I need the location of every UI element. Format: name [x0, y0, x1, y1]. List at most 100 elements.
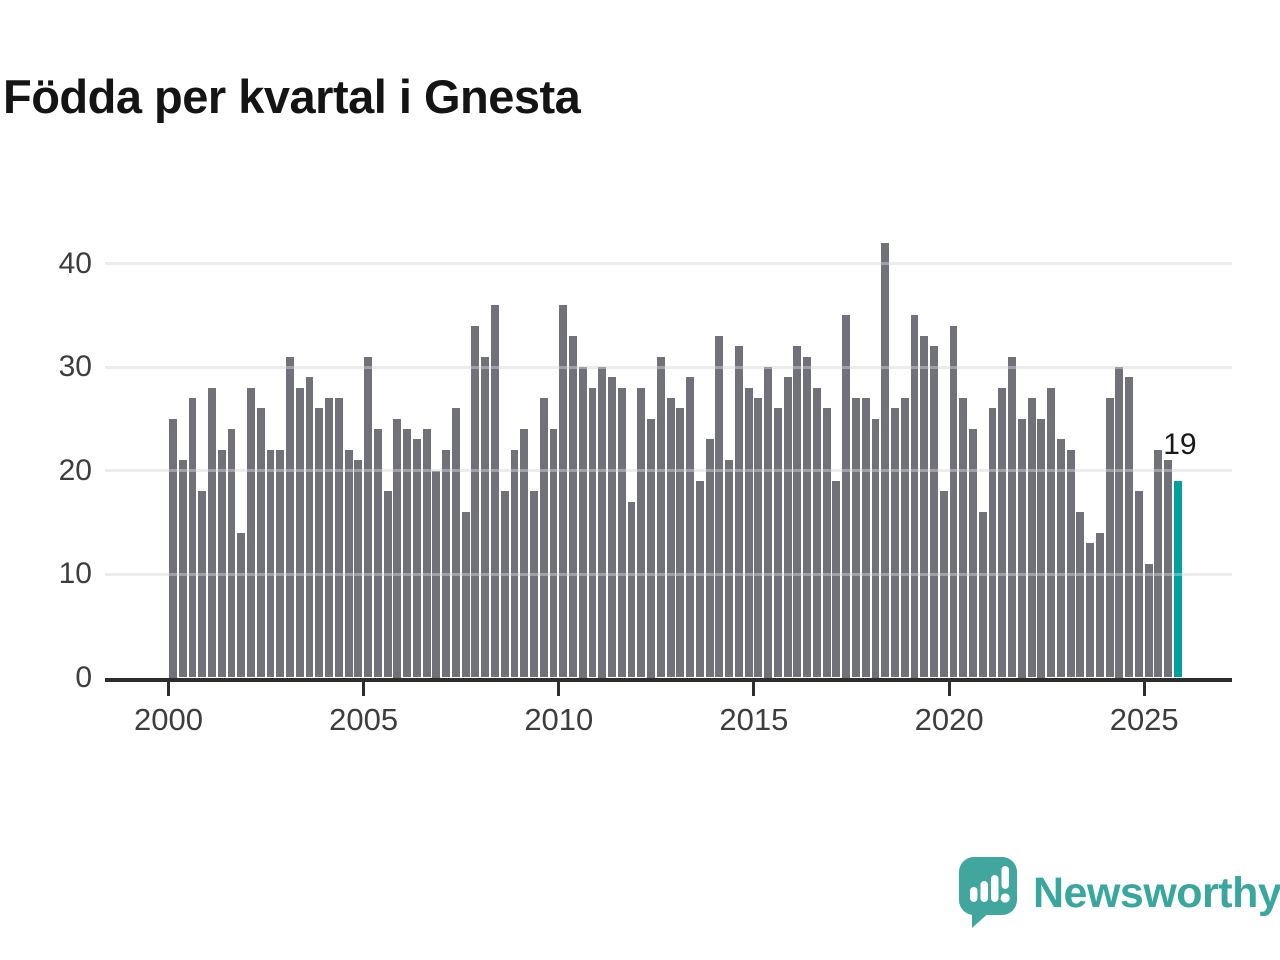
gridline — [105, 365, 1232, 369]
bar — [1125, 377, 1134, 678]
bar — [1008, 356, 1016, 678]
bar — [608, 377, 616, 678]
bar — [949, 325, 958, 678]
bar — [1076, 511, 1085, 678]
bar — [998, 387, 1007, 678]
bar — [1027, 398, 1036, 678]
chart-title: Födda per kvartal i Gnesta — [3, 70, 581, 124]
y-tick-label: 20 — [58, 453, 92, 487]
bar — [510, 449, 519, 678]
bar-highlight — [1173, 480, 1182, 678]
bar — [1047, 387, 1056, 678]
x-tick-label: 2010 — [524, 702, 594, 737]
bar — [344, 449, 353, 678]
gridline-overlay — [105, 469, 1232, 472]
bar — [959, 398, 968, 678]
gridline-overlay — [105, 262, 1232, 265]
bar — [1134, 491, 1143, 678]
bar — [1086, 542, 1095, 678]
x-axis-line — [105, 677, 1232, 682]
bar — [530, 491, 538, 678]
bar — [481, 356, 490, 678]
bar — [851, 398, 860, 678]
bar — [539, 398, 548, 678]
newsworthy-logo: Newsworthy — [958, 855, 1280, 931]
bar — [1066, 449, 1075, 678]
gridline — [105, 262, 1232, 265]
bar — [969, 429, 977, 678]
bar — [432, 470, 441, 678]
bar — [442, 449, 451, 678]
y-tick-label: 30 — [58, 350, 92, 383]
bar — [1037, 418, 1046, 678]
x-tick-label: 2005 — [329, 702, 399, 737]
gridline-overlay — [105, 572, 1232, 576]
x-tick-label: 2015 — [719, 702, 789, 737]
bar — [286, 356, 294, 678]
bar — [1017, 418, 1026, 678]
bar — [754, 398, 763, 678]
newsworthy-logo-text: Newsworthy — [1033, 868, 1280, 917]
bar — [666, 398, 675, 678]
bar — [842, 315, 851, 678]
bar — [325, 398, 333, 678]
bar — [461, 511, 470, 678]
bar — [930, 346, 938, 678]
bar — [373, 429, 382, 678]
newsworthy-logo-icon — [959, 857, 1017, 928]
bar — [812, 387, 821, 678]
y-tick-label: 0 — [75, 660, 92, 694]
bar — [490, 304, 499, 678]
x-axis-tick — [167, 679, 170, 696]
bar — [315, 408, 324, 678]
bar — [1095, 532, 1104, 678]
x-tick-label: 2025 — [1109, 702, 1179, 737]
bar — [988, 408, 997, 678]
bar — [364, 356, 373, 678]
bar — [900, 398, 909, 678]
bar — [520, 429, 529, 678]
bar — [393, 418, 402, 678]
bar — [412, 439, 421, 678]
gridline-overlay — [105, 365, 1232, 369]
bar — [725, 460, 734, 678]
bar — [559, 304, 568, 678]
x-tick-label: 2020 — [914, 702, 984, 737]
bar — [217, 449, 226, 678]
bar — [1164, 460, 1173, 678]
bar — [939, 491, 948, 678]
bar — [451, 408, 460, 678]
bar — [295, 387, 304, 678]
bar — [588, 387, 597, 678]
bar — [647, 418, 655, 678]
bar — [598, 367, 607, 678]
bar — [910, 315, 919, 678]
bar — [354, 460, 363, 678]
bar — [871, 418, 880, 678]
x-axis-tick — [1142, 679, 1146, 696]
bar — [822, 408, 831, 678]
bar — [705, 439, 714, 678]
bar — [978, 511, 987, 678]
bar — [1115, 367, 1124, 678]
x-axis-tick — [362, 679, 366, 696]
bar — [403, 429, 412, 678]
bar — [891, 408, 899, 678]
bar — [198, 491, 207, 678]
bar — [247, 387, 255, 678]
x-axis-tick — [752, 679, 756, 696]
bar — [188, 398, 197, 678]
x-axis-tick — [947, 679, 951, 696]
bar — [764, 367, 773, 678]
bar — [266, 449, 275, 678]
bar — [169, 418, 177, 678]
bar — [237, 532, 246, 678]
bar — [208, 387, 216, 678]
bar — [920, 335, 929, 678]
x-tick-label: 2000 — [134, 702, 203, 737]
bar — [383, 491, 392, 678]
last-value-label: 19 — [1163, 428, 1197, 461]
bar — [1144, 563, 1153, 678]
bar — [627, 501, 636, 678]
bar — [1154, 449, 1163, 678]
